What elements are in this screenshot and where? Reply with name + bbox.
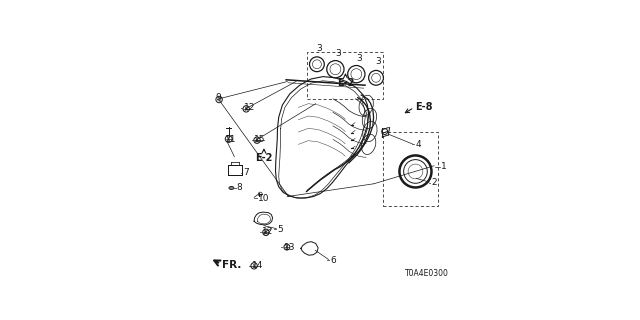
Text: 1: 1 [442, 162, 447, 171]
Text: FR.: FR. [222, 260, 241, 269]
Text: 11: 11 [225, 135, 236, 144]
Text: 2: 2 [431, 178, 437, 187]
Text: E-2: E-2 [255, 153, 273, 163]
Text: 10: 10 [258, 194, 269, 203]
Text: 8: 8 [237, 183, 243, 192]
Text: 3: 3 [376, 57, 381, 66]
Text: 13: 13 [284, 243, 295, 252]
Text: 9: 9 [215, 93, 221, 102]
Text: 4: 4 [415, 140, 421, 149]
Text: 14: 14 [252, 261, 264, 270]
Text: E-8: E-8 [415, 102, 433, 112]
Text: 5: 5 [278, 225, 284, 234]
Text: 7: 7 [243, 168, 249, 177]
Text: 6: 6 [330, 256, 336, 265]
Text: E-2: E-2 [337, 78, 354, 88]
Text: 12: 12 [262, 227, 273, 236]
Text: 15: 15 [254, 135, 266, 144]
Text: T0A4E0300: T0A4E0300 [405, 269, 449, 278]
Text: 3: 3 [356, 54, 362, 63]
Text: 3: 3 [335, 49, 340, 58]
Text: 3: 3 [316, 44, 322, 53]
Text: 12: 12 [243, 103, 255, 112]
